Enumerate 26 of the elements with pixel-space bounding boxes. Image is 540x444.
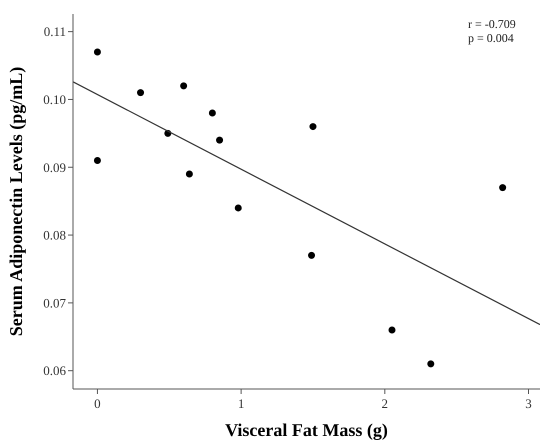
y-axis-title: Serum Adiponectin Levels (pg/mL)	[6, 66, 26, 336]
point	[427, 360, 434, 368]
point	[94, 48, 101, 56]
y-tick-label: 0.10	[43, 92, 66, 107]
point	[208, 110, 216, 117]
x-tick-label: 2	[382, 396, 388, 411]
x-axis-title: Visceral Fat Mass (g)	[225, 420, 388, 440]
annotation: r = -0.709 p = 0.004	[468, 17, 516, 45]
point	[309, 123, 316, 130]
point	[308, 252, 316, 259]
point	[186, 170, 193, 178]
y-tick-label: 0.08	[43, 228, 66, 243]
x-tick-label: 3	[525, 396, 532, 411]
point	[180, 82, 188, 90]
y-tick-label: 0.07	[43, 295, 66, 310]
point	[94, 156, 101, 164]
point	[137, 89, 144, 96]
x-tick-label: 0	[94, 396, 101, 411]
y-tick-label: 0.11	[44, 24, 66, 40]
point	[388, 326, 396, 334]
x-tick-label: 1	[238, 396, 244, 411]
y-tick-label: 0.06	[43, 363, 66, 378]
y-tick-label: 0.09	[43, 160, 66, 175]
point	[216, 136, 224, 144]
point	[234, 204, 242, 212]
point	[499, 184, 506, 192]
